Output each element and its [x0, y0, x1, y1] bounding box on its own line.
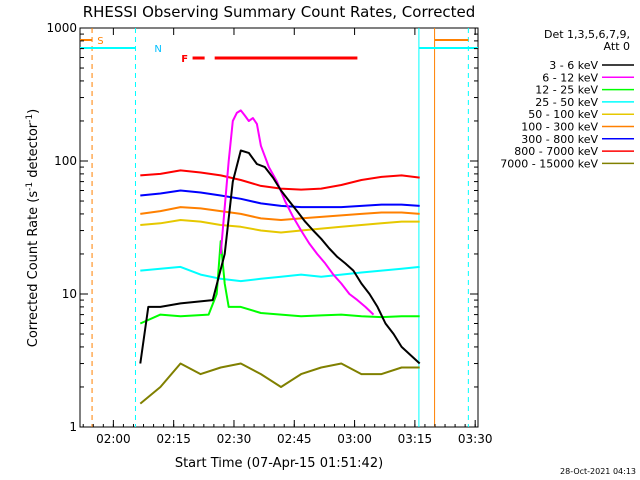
x-tick-label: 03:15: [398, 432, 433, 446]
flare-label: F: [181, 54, 188, 65]
legend-label: 25 - 50 keV: [535, 96, 598, 109]
chart-title: RHESSI Observing Summary Count Rates, Co…: [83, 3, 476, 21]
y-axis-label: Corrected Count Rate (s-1 detector-1): [25, 109, 41, 347]
x-tick-label: 02:00: [96, 432, 131, 446]
series-line-0: [139, 149, 421, 365]
series-line-8: [139, 362, 420, 405]
series-line-6: [140, 189, 420, 209]
x-axis-ticks: 02:00 02:15 02:30 02:45 03:00 03:15 03:30: [82, 28, 493, 446]
series-line-7: [140, 169, 420, 191]
legend-label: 6 - 12 keV: [542, 71, 598, 84]
x-tick-label: 03:30: [458, 432, 493, 446]
legend-label: 3 - 6 keV: [549, 59, 598, 72]
orbit-overlay: S N F: [80, 28, 478, 427]
x-tick-label: 02:15: [156, 432, 191, 446]
series-layer: [139, 109, 421, 405]
x-tick-label: 03:00: [337, 432, 372, 446]
y-axis-label-mid: detector: [26, 122, 41, 182]
y-axis-label-end: ): [26, 109, 41, 114]
legend-label: 100 - 300 keV: [521, 121, 598, 134]
y-axis-label-sup1: -1: [25, 182, 35, 191]
y-tick-label: 10: [62, 287, 77, 301]
series-line-4: [140, 219, 420, 234]
legend-label: 7000 - 15000 keV: [500, 157, 598, 170]
y-tick-label: 1000: [46, 21, 77, 35]
generated-timestamp: 28-Oct-2021 04:13: [560, 467, 636, 476]
legend-label: 12 - 25 keV: [535, 84, 598, 97]
legend-label: 800 - 7000 keV: [514, 145, 598, 158]
y-tick-label: 1: [69, 420, 77, 434]
y-axis-label-main: Corrected Count Rate (s: [26, 191, 41, 348]
plot-area: [79, 27, 479, 428]
saa-label: S: [97, 36, 103, 47]
legend-title-line1: Det 1,3,5,6,7,9,: [544, 28, 630, 41]
series-line-5: [140, 206, 420, 221]
legend-title-line2: Att 0: [604, 40, 630, 53]
y-axis-label-sup2: -1: [25, 114, 35, 123]
series-line-3: [140, 265, 420, 283]
y-tick-label: 100: [54, 154, 77, 168]
x-axis-label: Start Time (07-Apr-15 01:51:42): [175, 456, 383, 471]
series-line-2: [139, 240, 420, 325]
legend-label: 300 - 800 keV: [521, 133, 598, 146]
y-axis-ticks: 1 10 100 1000: [46, 21, 478, 434]
x-tick-label: 02:30: [217, 432, 252, 446]
legend-label: 50 - 100 keV: [528, 108, 598, 121]
night-label: N: [154, 44, 161, 55]
x-tick-label: 02:45: [277, 432, 312, 446]
